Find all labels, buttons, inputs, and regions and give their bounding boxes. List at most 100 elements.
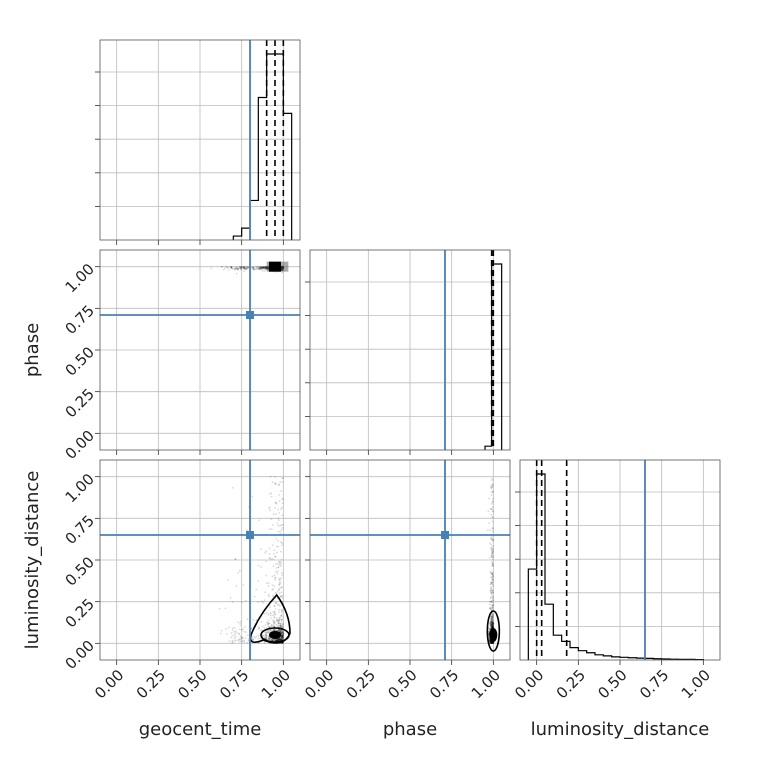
scatter-point <box>265 582 268 584</box>
scatter-point <box>275 545 278 548</box>
scatter-point <box>490 617 493 620</box>
scatter-point <box>275 512 278 515</box>
scatter-point <box>257 266 260 269</box>
scatter-point <box>490 600 492 603</box>
scatter-point <box>490 590 493 593</box>
scatter-point <box>488 622 491 625</box>
scatter-point <box>229 265 232 268</box>
scatter-point <box>261 634 264 637</box>
scatter-point <box>281 572 283 574</box>
scatter-point <box>491 490 494 493</box>
scatter-point <box>265 633 268 636</box>
scatter-point <box>273 638 276 641</box>
panel-frame-luminosity_distance-luminosity_distance <box>519 459 721 661</box>
scatter-point <box>267 624 270 626</box>
scatter-point <box>491 641 494 644</box>
scatter-point <box>268 638 270 640</box>
scatter-point <box>278 619 281 622</box>
scatter-point <box>281 634 284 637</box>
scatter-point <box>279 524 281 527</box>
scatter-point <box>278 483 281 486</box>
scatter-point <box>489 642 492 645</box>
scatter-point <box>227 269 230 271</box>
scatter-point <box>262 266 265 269</box>
scatter-point <box>489 486 492 489</box>
scatter-point <box>281 634 284 637</box>
scatter-point <box>279 629 281 631</box>
scatter-point <box>233 634 236 637</box>
scatter-point <box>274 602 277 605</box>
scatter-point <box>265 268 267 270</box>
scatter-point <box>239 622 242 625</box>
truth-marker <box>246 311 254 319</box>
scatter-point <box>265 266 267 268</box>
scatter-point <box>491 607 494 610</box>
scatter-point <box>491 641 494 644</box>
scatter-point <box>490 608 493 611</box>
scatter-point <box>278 519 280 522</box>
scatter-point <box>281 623 284 626</box>
scatter-point <box>264 266 267 268</box>
scatter-point <box>490 642 493 645</box>
scatter-point <box>258 265 261 268</box>
scatter-point <box>492 578 494 581</box>
scatter-point <box>490 587 492 590</box>
scatter-point <box>276 603 279 606</box>
scatter-point <box>488 629 491 632</box>
y-tick-label: 0.25 <box>62 385 98 421</box>
scatter-point <box>277 629 280 631</box>
scatter-point <box>259 266 261 269</box>
scatter-point <box>279 629 282 632</box>
scatter-point <box>492 604 494 607</box>
scatter-point <box>264 551 267 554</box>
scatter-point <box>243 267 246 270</box>
scatter-point <box>492 619 494 621</box>
scatter-point <box>491 621 493 624</box>
scatter-point <box>232 627 234 630</box>
marks-layer <box>100 40 704 661</box>
scatter-point <box>280 638 282 641</box>
scatter-point <box>260 266 262 269</box>
scatter-point <box>491 527 494 529</box>
scatter-point <box>235 266 238 269</box>
scatter-point <box>281 633 283 636</box>
scatter-point <box>488 497 491 500</box>
scatter-point <box>491 548 494 551</box>
scatter-point <box>278 583 280 586</box>
scatter-point <box>281 523 284 526</box>
scatter-point <box>282 631 285 634</box>
scatter-point <box>490 565 493 568</box>
scatter-point <box>272 620 275 623</box>
scatter-point <box>491 625 494 627</box>
scatter-point <box>278 620 280 623</box>
scatter-point <box>491 625 494 628</box>
scatter-point <box>282 635 285 637</box>
scatter-point <box>490 641 493 644</box>
contour-inner <box>260 627 290 643</box>
scatter-point <box>280 631 283 634</box>
scatter-point <box>491 606 494 609</box>
scatter-point <box>273 638 276 641</box>
scatter-point <box>282 634 285 637</box>
scatter-point <box>235 639 237 642</box>
scatter-point <box>277 560 280 563</box>
scatter-point <box>252 268 255 271</box>
scatter-point <box>270 625 273 628</box>
scatter-point <box>234 630 237 632</box>
scatter-point <box>280 622 282 625</box>
scatter-point <box>489 603 491 606</box>
x-tick-label: 1.00 <box>678 666 714 702</box>
scatter-point <box>264 266 267 269</box>
scatter-point <box>492 614 494 617</box>
scatter-point <box>277 630 280 632</box>
scatter-point <box>281 634 283 637</box>
scatter-point <box>280 631 283 634</box>
scatter-point <box>275 537 278 540</box>
scatter-point <box>278 638 281 641</box>
scatter-point <box>492 618 495 621</box>
scatter-point <box>489 507 492 510</box>
scatter-point <box>489 640 491 643</box>
scatter-point <box>274 501 277 504</box>
scatter-point <box>280 586 283 589</box>
scatter-point <box>231 267 234 270</box>
